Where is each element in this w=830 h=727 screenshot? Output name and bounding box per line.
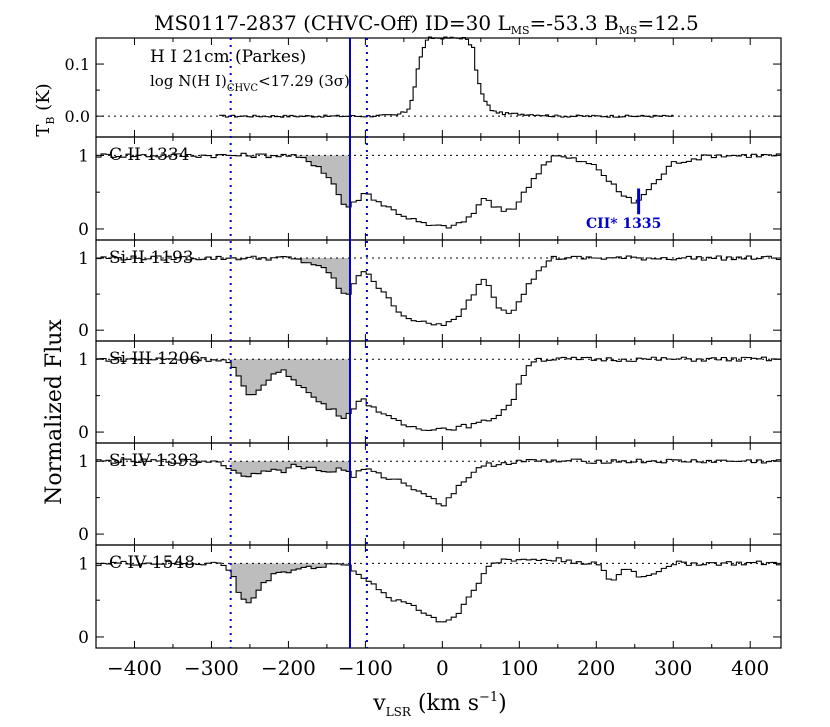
title-tag: (CHVC-Off) bbox=[303, 11, 418, 35]
flux-tick-label: 0 bbox=[78, 220, 89, 240]
title-lms-label: L bbox=[497, 11, 510, 35]
spectrum-5 bbox=[96, 557, 781, 623]
xlabel-unit: (km s bbox=[418, 691, 479, 716]
title-lms-value: =-53.3 bbox=[530, 11, 598, 35]
tb-main: T bbox=[33, 125, 54, 137]
shaded-absorption-2 bbox=[230, 258, 350, 295]
siiv-1393-label: Si IV 1393 bbox=[109, 451, 199, 471]
shaded-absorption-3 bbox=[230, 359, 350, 419]
continuum-lines bbox=[96, 115, 781, 564]
x-tick-label: −400 bbox=[107, 656, 162, 680]
x-tick-label: 300 bbox=[654, 656, 692, 680]
flux-tick-label: 0 bbox=[78, 321, 89, 341]
xlabel-sub: LSR bbox=[386, 705, 412, 719]
civ-1548-label: C IV 1548 bbox=[109, 553, 195, 573]
siiii-1206-label: Si III 1206 bbox=[109, 349, 200, 369]
hi-21cm-label: H I 21cm (Parkes) bbox=[150, 47, 306, 67]
spectrum-4 bbox=[96, 458, 781, 507]
axis-ticks bbox=[95, 38, 781, 648]
xlabel-exp: −1 bbox=[479, 690, 498, 705]
x-tick-label: 400 bbox=[731, 656, 769, 680]
tb-axis-label: TB (K) bbox=[33, 83, 57, 136]
x-tick-label: −200 bbox=[261, 656, 316, 680]
spectrum-2 bbox=[96, 255, 781, 326]
shaded-absorption-4 bbox=[230, 461, 350, 477]
shaded-absorption-1 bbox=[231, 155, 350, 207]
tb-unit: (K) bbox=[33, 83, 54, 111]
x-tick-label: −300 bbox=[184, 656, 239, 680]
tb-sub: B bbox=[44, 117, 57, 125]
flux-tick-label: 1 bbox=[78, 452, 89, 472]
y-tick-labels: 0.1 0.0 1 0 1 0 1 0 1 0 1 0 bbox=[65, 55, 90, 648]
cii-1334-label: C II 1334 bbox=[109, 145, 190, 165]
lognh-limit-label: log N(H I)CHVC<17.29 (3σ) bbox=[150, 72, 350, 94]
x-tick-label: 0 bbox=[436, 656, 449, 680]
panel-frame-2 bbox=[95, 239, 782, 342]
flux-tick-label: 1 bbox=[78, 350, 89, 370]
xlabel-main: v bbox=[372, 691, 386, 716]
spectrum-1 bbox=[96, 152, 781, 229]
lognh-sub: CHVC bbox=[227, 83, 259, 94]
x-tick-label: 100 bbox=[500, 656, 538, 680]
spectrum-0 bbox=[219, 36, 674, 118]
tb-tick-label: 0.0 bbox=[65, 107, 90, 126]
title-bms-value: =12.5 bbox=[637, 11, 698, 35]
spectra bbox=[96, 36, 781, 623]
panel-frame-5 bbox=[95, 544, 782, 649]
flux-tick-label: 0 bbox=[78, 423, 89, 443]
title-lms-sub: MS bbox=[511, 24, 530, 37]
flux-tick-label: 0 bbox=[78, 628, 89, 648]
x-tick-label: −100 bbox=[338, 656, 393, 680]
ion-labels: C II 1334 Si II 1193 Si III 1206 Si IV 1393… bbox=[109, 145, 200, 573]
title-bms-sub: MS bbox=[619, 24, 638, 37]
title-target: MS0117-2837 bbox=[154, 11, 297, 35]
svg-text:TB (K): TB (K) bbox=[33, 83, 57, 136]
title-bms-label: B bbox=[604, 11, 619, 35]
flux-tick-label: 1 bbox=[78, 146, 89, 166]
velocity-markers bbox=[229, 38, 641, 648]
flux-tick-label: 1 bbox=[78, 554, 89, 574]
tb-tick-label: 0.1 bbox=[65, 55, 90, 74]
absorption-shading bbox=[230, 155, 350, 603]
siii-1193-label: Si II 1193 bbox=[109, 248, 194, 268]
xlabel-close: ) bbox=[498, 691, 507, 716]
x-axis-title: vLSR (km s−1) bbox=[372, 690, 507, 719]
figure-title: MS0117-2837 (CHVC-Off) ID=30 LMS=-53.3 B… bbox=[154, 11, 699, 37]
x-tick-labels: −400 −300 −200 −100 0 100 200 300 400 bbox=[107, 656, 769, 680]
flux-tick-label: 0 bbox=[78, 525, 89, 545]
lognh-value: <17.29 (3σ) bbox=[258, 72, 350, 90]
shaded-absorption-5 bbox=[230, 563, 350, 603]
x-tick-label: 200 bbox=[577, 656, 615, 680]
ciistar-annotation: CII* 1335 bbox=[586, 216, 661, 232]
title-id: ID=30 bbox=[425, 11, 491, 35]
flux-axis-label: Normalized Flux bbox=[42, 319, 67, 505]
spectrum-3 bbox=[96, 356, 781, 431]
lognh-prefix: log N(H I) bbox=[150, 72, 227, 90]
flux-tick-label: 1 bbox=[78, 249, 89, 269]
panel-frames bbox=[95, 37, 782, 649]
